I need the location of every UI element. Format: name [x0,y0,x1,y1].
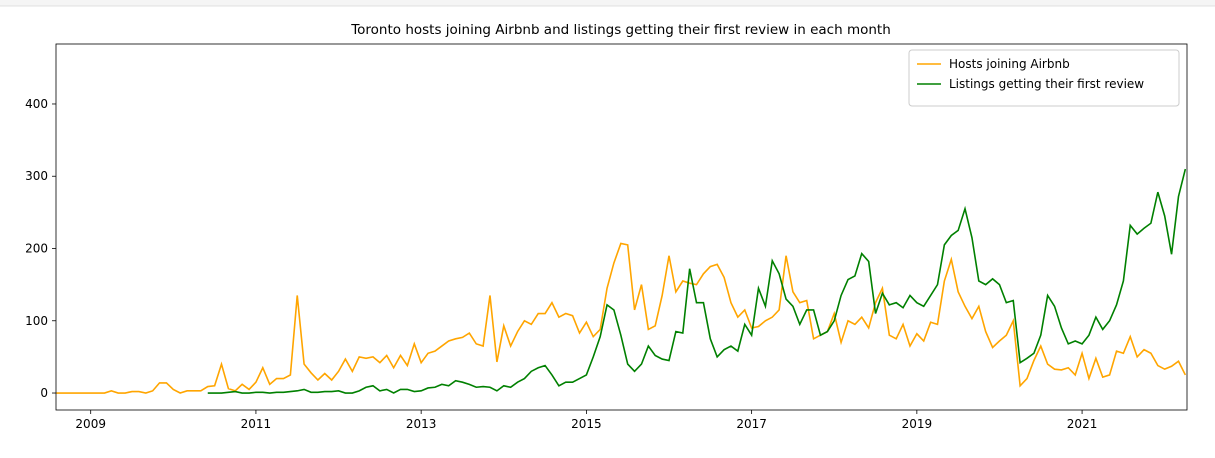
chart-title: Toronto hosts joining Airbnb and listing… [350,22,891,38]
x-tick-label: 2017 [736,417,767,431]
legend-box [908,49,1180,107]
x-tick-label: 2013 [406,417,437,431]
x-tick-label: 2021 [1067,417,1098,431]
y-tick-label: 400 [25,97,48,111]
y-tick-label: 300 [25,169,48,183]
plot-frame [55,43,1188,411]
legend-label: Listings getting their first review [949,77,1144,91]
series-line [207,168,1187,394]
x-tick-label: 2009 [75,417,106,431]
y-tick-label: 0 [40,386,48,400]
legend-label: Hosts joining Airbnb [949,57,1070,71]
series-line [56,242,1187,394]
y-tick-label: 200 [25,241,48,255]
x-tick-label: 2011 [241,417,272,431]
y-tick-label: 100 [25,314,48,328]
x-tick-label: 2015 [571,417,602,431]
cell-strip [0,0,1215,6]
x-tick-label: 2019 [902,417,933,431]
